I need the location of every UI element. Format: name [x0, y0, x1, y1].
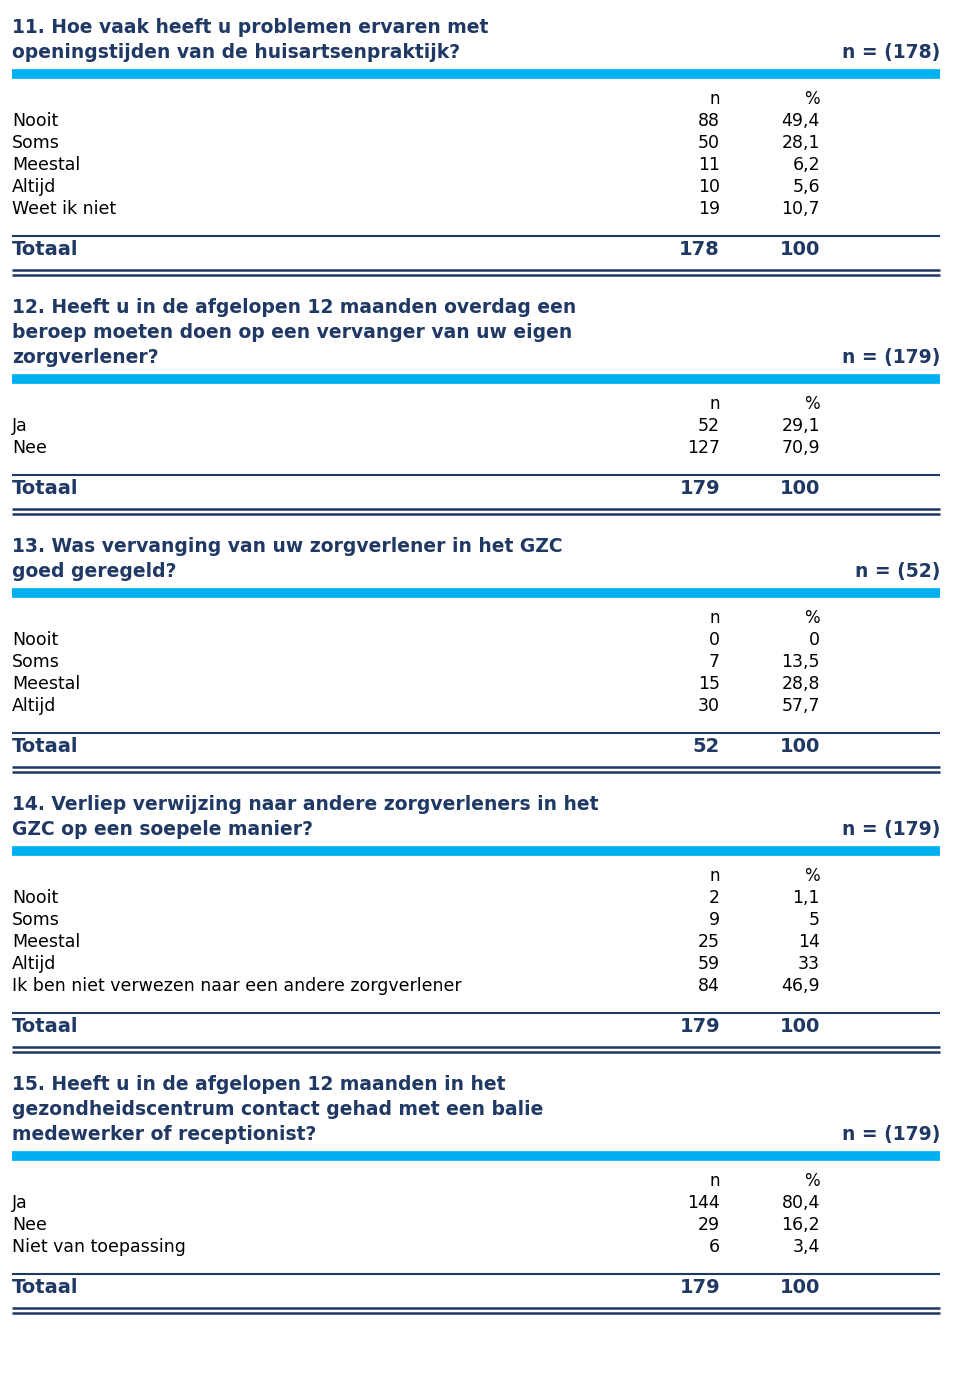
- Text: 6,2: 6,2: [792, 156, 820, 174]
- Text: Altijd: Altijd: [12, 955, 57, 973]
- Text: 2: 2: [709, 890, 720, 908]
- Text: 100: 100: [780, 1277, 820, 1297]
- Text: Meestal: Meestal: [12, 156, 81, 174]
- Text: 15: 15: [698, 676, 720, 694]
- Text: Meestal: Meestal: [12, 933, 81, 951]
- Text: n: n: [709, 90, 720, 108]
- Text: Totaal: Totaal: [12, 240, 79, 259]
- Text: 57,7: 57,7: [781, 696, 820, 714]
- Text: n = (179): n = (179): [842, 820, 940, 840]
- Text: 100: 100: [780, 480, 820, 498]
- Text: %: %: [804, 1172, 820, 1190]
- Text: 46,9: 46,9: [781, 977, 820, 995]
- Text: 52: 52: [698, 417, 720, 435]
- Text: n = (52): n = (52): [854, 562, 940, 581]
- Text: 28,8: 28,8: [781, 676, 820, 694]
- Text: Nooit: Nooit: [12, 631, 59, 649]
- Text: Totaal: Totaal: [12, 480, 79, 498]
- Text: 11: 11: [698, 156, 720, 174]
- Text: Nee: Nee: [12, 1216, 47, 1234]
- Text: Meestal: Meestal: [12, 676, 81, 694]
- Text: 0: 0: [709, 631, 720, 649]
- Text: n: n: [709, 867, 720, 885]
- Text: n: n: [709, 1172, 720, 1190]
- Text: 29,1: 29,1: [781, 417, 820, 435]
- Text: Nooit: Nooit: [12, 890, 59, 908]
- Text: %: %: [804, 867, 820, 885]
- Text: %: %: [804, 395, 820, 413]
- Text: 29: 29: [698, 1216, 720, 1234]
- Text: Ja: Ja: [12, 417, 28, 435]
- Text: 70,9: 70,9: [781, 439, 820, 457]
- Text: 100: 100: [780, 1017, 820, 1036]
- Text: 14. Verliep verwijzing naar andere zorgverleners in het: 14. Verliep verwijzing naar andere zorgv…: [12, 795, 598, 815]
- Text: 13. Was vervanging van uw zorgverlener in het GZC: 13. Was vervanging van uw zorgverlener i…: [12, 537, 563, 556]
- Text: 144: 144: [687, 1194, 720, 1212]
- Text: 19: 19: [698, 200, 720, 218]
- Text: Altijd: Altijd: [12, 696, 57, 714]
- Text: n = (179): n = (179): [842, 348, 940, 367]
- Text: 49,4: 49,4: [781, 113, 820, 131]
- Text: goed geregeld?: goed geregeld?: [12, 562, 177, 581]
- Text: n: n: [709, 395, 720, 413]
- Text: Altijd: Altijd: [12, 178, 57, 196]
- Text: Soms: Soms: [12, 133, 60, 152]
- Text: Totaal: Totaal: [12, 737, 79, 756]
- Text: medewerker of receptionist?: medewerker of receptionist?: [12, 1125, 317, 1144]
- Text: 179: 179: [680, 480, 720, 498]
- Text: Soms: Soms: [12, 653, 60, 671]
- Text: GZC op een soepele manier?: GZC op een soepele manier?: [12, 820, 313, 840]
- Text: gezondheidscentrum contact gehad met een balie: gezondheidscentrum contact gehad met een…: [12, 1099, 543, 1119]
- Text: n = (178): n = (178): [842, 43, 940, 63]
- Text: %: %: [804, 609, 820, 627]
- Text: 15. Heeft u in de afgelopen 12 maanden in het: 15. Heeft u in de afgelopen 12 maanden i…: [12, 1074, 506, 1094]
- Text: Soms: Soms: [12, 910, 60, 929]
- Text: 10: 10: [698, 178, 720, 196]
- Text: Nee: Nee: [12, 439, 47, 457]
- Text: Totaal: Totaal: [12, 1017, 79, 1036]
- Text: 6: 6: [708, 1238, 720, 1257]
- Text: 30: 30: [698, 696, 720, 714]
- Text: 16,2: 16,2: [781, 1216, 820, 1234]
- Text: 11. Hoe vaak heeft u problemen ervaren met: 11. Hoe vaak heeft u problemen ervaren m…: [12, 18, 489, 38]
- Text: n = (179): n = (179): [842, 1125, 940, 1144]
- Text: Niet van toepassing: Niet van toepassing: [12, 1238, 186, 1257]
- Text: 127: 127: [687, 439, 720, 457]
- Text: 84: 84: [698, 977, 720, 995]
- Text: beroep moeten doen op een vervanger van uw eigen: beroep moeten doen op een vervanger van …: [12, 322, 572, 342]
- Text: 5,6: 5,6: [792, 178, 820, 196]
- Text: Totaal: Totaal: [12, 1277, 79, 1297]
- Text: 50: 50: [698, 133, 720, 152]
- Text: 59: 59: [698, 955, 720, 973]
- Text: 9: 9: [708, 910, 720, 929]
- Text: 33: 33: [798, 955, 820, 973]
- Text: 100: 100: [780, 737, 820, 756]
- Text: Ik ben niet verwezen naar een andere zorgverlener: Ik ben niet verwezen naar een andere zor…: [12, 977, 462, 995]
- Text: 12. Heeft u in de afgelopen 12 maanden overdag een: 12. Heeft u in de afgelopen 12 maanden o…: [12, 297, 576, 317]
- Text: 0: 0: [809, 631, 820, 649]
- Text: openingstijden van de huisartsenpraktijk?: openingstijden van de huisartsenpraktijk…: [12, 43, 460, 63]
- Text: Ja: Ja: [12, 1194, 28, 1212]
- Text: 88: 88: [698, 113, 720, 131]
- Text: Nooit: Nooit: [12, 113, 59, 131]
- Text: 7: 7: [709, 653, 720, 671]
- Text: 179: 179: [680, 1277, 720, 1297]
- Text: 14: 14: [798, 933, 820, 951]
- Text: 3,4: 3,4: [793, 1238, 820, 1257]
- Text: 80,4: 80,4: [781, 1194, 820, 1212]
- Text: 1,1: 1,1: [793, 890, 820, 908]
- Text: Weet ik niet: Weet ik niet: [12, 200, 116, 218]
- Text: 178: 178: [680, 240, 720, 259]
- Text: 5: 5: [809, 910, 820, 929]
- Text: 179: 179: [680, 1017, 720, 1036]
- Text: 10,7: 10,7: [781, 200, 820, 218]
- Text: 52: 52: [693, 737, 720, 756]
- Text: zorgverlener?: zorgverlener?: [12, 348, 158, 367]
- Text: n: n: [709, 609, 720, 627]
- Text: 100: 100: [780, 240, 820, 259]
- Text: 25: 25: [698, 933, 720, 951]
- Text: 13,5: 13,5: [781, 653, 820, 671]
- Text: %: %: [804, 90, 820, 108]
- Text: 28,1: 28,1: [781, 133, 820, 152]
